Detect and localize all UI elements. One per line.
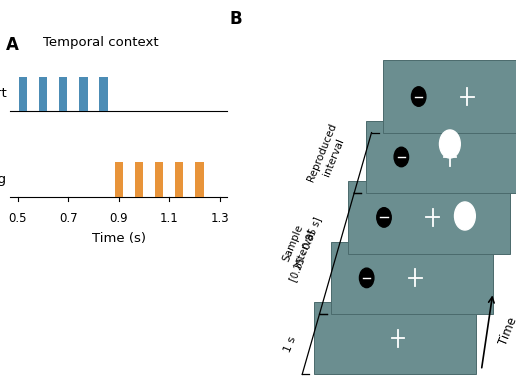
Bar	[59, 77, 68, 111]
Bar	[19, 77, 27, 111]
Bar	[79, 77, 88, 111]
Circle shape	[394, 147, 409, 167]
Bar	[314, 302, 476, 374]
Text: 1.3: 1.3	[211, 211, 229, 225]
Text: 0.5: 0.5	[9, 211, 27, 225]
Text: Temporal context: Temporal context	[43, 36, 158, 49]
Circle shape	[377, 207, 391, 227]
Text: Time (s): Time (s)	[92, 232, 146, 245]
Bar	[135, 163, 143, 197]
Text: Sample
interval: Sample interval	[281, 223, 317, 268]
Bar	[331, 242, 493, 314]
Bar	[39, 77, 47, 111]
Bar	[115, 163, 123, 197]
Text: 0.7: 0.7	[59, 211, 77, 225]
Text: 1.1: 1.1	[160, 211, 179, 225]
Text: [0.25 - 0.85 s]: [0.25 - 0.85 s]	[287, 216, 322, 284]
Bar	[383, 60, 516, 133]
Bar	[100, 77, 108, 111]
Circle shape	[440, 130, 460, 158]
Circle shape	[360, 268, 374, 288]
Bar	[366, 121, 516, 193]
Bar	[155, 163, 163, 197]
Text: 1 s: 1 s	[282, 335, 298, 354]
Text: Short: Short	[0, 87, 6, 101]
Text: Time: Time	[497, 316, 516, 347]
Text: 0.9: 0.9	[109, 211, 128, 225]
Text: B: B	[230, 10, 243, 28]
Bar	[348, 181, 510, 254]
Text: Long: Long	[0, 173, 6, 186]
Circle shape	[455, 202, 475, 230]
Bar	[195, 163, 204, 197]
Bar	[175, 163, 183, 197]
Text: A: A	[6, 36, 19, 54]
Circle shape	[411, 87, 426, 106]
Text: Reproduced
interval: Reproduced interval	[306, 122, 350, 188]
